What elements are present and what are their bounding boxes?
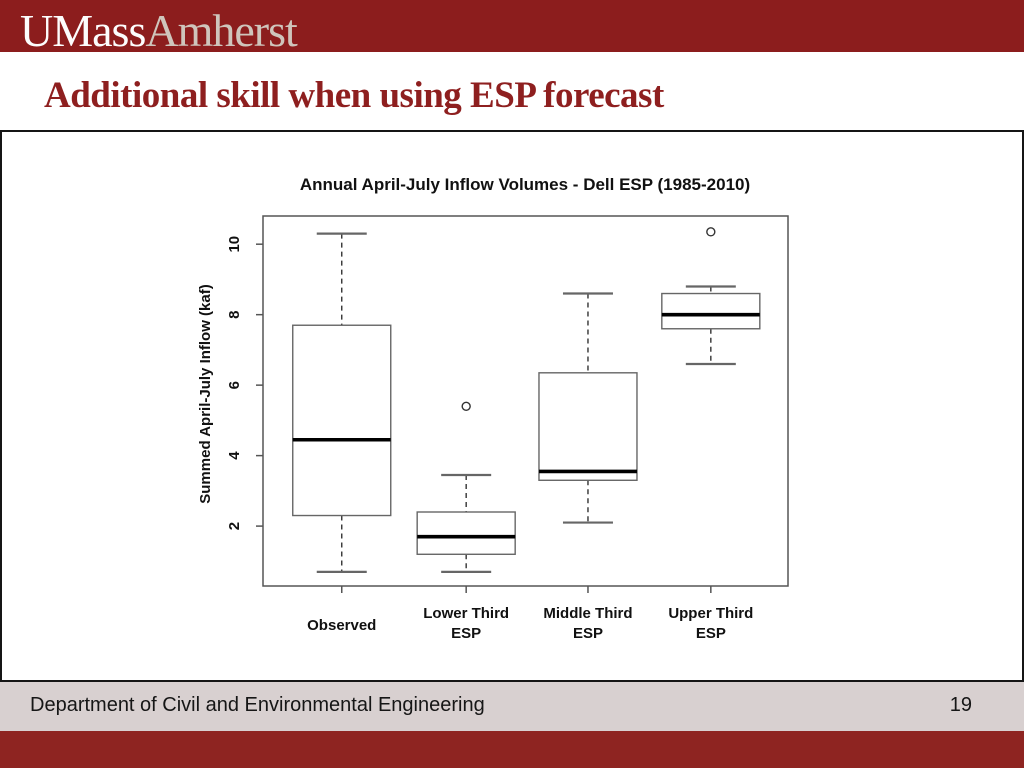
logo-amherst-text: Amherst (145, 5, 297, 56)
x-tick-label: ESP (696, 625, 726, 642)
boxplot-box (538, 292, 638, 593)
y-tick-label: 8 (226, 310, 243, 318)
x-tick-label: Upper Third (668, 605, 753, 622)
y-tick-label: 2 (226, 522, 243, 530)
y-axis-label: Summed April-July Inflow (kaf) (197, 284, 214, 503)
boxplot-box (292, 232, 392, 593)
chart-title: Annual April-July Inflow Volumes - Dell … (300, 175, 750, 194)
footer-accent-bar (0, 731, 1024, 768)
iqr-box (416, 511, 516, 555)
footer-department: Department of Civil and Environmental En… (30, 694, 485, 716)
y-tick-label: 10 (226, 236, 243, 253)
umass-logo: UMassAmherst (20, 5, 298, 56)
x-tick-label: Middle Third (543, 605, 632, 622)
boxplot-box (416, 401, 516, 593)
logo-umass-text: UMass (20, 5, 146, 56)
boxplot-chart: Annual April-July Inflow Volumes - Dell … (197, 175, 789, 642)
x-tick-label: Observed (307, 617, 376, 634)
umass-banner: UMassAmherst (0, 0, 1024, 56)
x-tick-label: Lower Third (423, 605, 509, 622)
page-number: 19 (949, 694, 972, 716)
y-tick-label: 4 (226, 451, 243, 460)
iqr-box (538, 372, 638, 481)
slide-title: Additional skill when using ESP forecast (44, 75, 664, 116)
plot-frame (262, 215, 789, 587)
outlier-point (461, 401, 471, 411)
right-border (1022, 132, 1024, 680)
x-tick-label: ESP (573, 625, 603, 642)
iqr-box (661, 292, 761, 330)
footer-bar (0, 682, 1024, 731)
y-tick-label: 6 (226, 381, 243, 389)
x-tick-label: ESP (451, 625, 481, 642)
footer-divider (0, 680, 1024, 682)
outlier-point (706, 227, 716, 237)
title-divider (0, 130, 1024, 132)
iqr-box (292, 324, 392, 517)
left-border (0, 132, 2, 680)
boxplot-box (661, 227, 761, 593)
